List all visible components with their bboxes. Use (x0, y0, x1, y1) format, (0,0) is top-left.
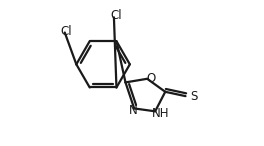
Text: O: O (146, 72, 155, 85)
Text: S: S (190, 90, 197, 103)
Text: Cl: Cl (61, 25, 73, 38)
Text: Cl: Cl (110, 9, 122, 22)
Text: N: N (129, 104, 138, 117)
Text: NH: NH (152, 107, 169, 120)
